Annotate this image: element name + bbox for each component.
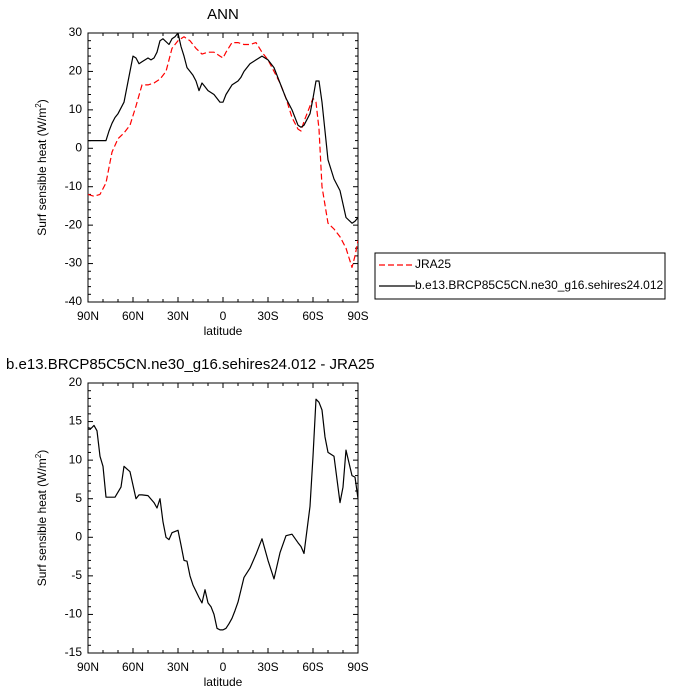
y-tick-label: -5: [71, 568, 82, 582]
y-axis-title: Surf sensible heat (W/m2): [34, 450, 49, 587]
x-tick-label: 30N: [167, 309, 189, 323]
x-tick-label: 60S: [302, 660, 323, 674]
x-tick-label: 90S: [347, 660, 368, 674]
legend-label-1: JRA25: [415, 257, 451, 271]
y-tick-label: 10: [69, 452, 83, 466]
y-tick-label: -15: [65, 645, 83, 659]
x-tick-label: 60N: [122, 660, 144, 674]
legend-label-2: b.e13.BRCP85C5CN.ne30_g16.sehires24.012: [415, 278, 663, 292]
y-tick-label: 20: [69, 64, 83, 78]
series-line-1: [88, 398, 358, 631]
x-tick-label: 90S: [347, 309, 368, 323]
legend: JRA25 b.e13.BRCP85C5CN.ne30_g16.sehires24…: [374, 252, 666, 300]
x-tick-label: 90N: [77, 309, 99, 323]
series-line-1: [88, 36, 358, 268]
y-axis-title: Surf sensible heat (W/m2): [34, 99, 49, 236]
y-tick-label: 5: [75, 491, 82, 505]
plot-frame: [87, 32, 359, 303]
y-axis-title-sup: 2: [34, 453, 43, 458]
y-tick-label: 15: [69, 414, 83, 428]
y-tick-label: 30: [69, 25, 83, 39]
x-tick-label: 0: [220, 309, 227, 323]
chart-title: ANN: [207, 6, 239, 23]
y-axis-title-end: ): [35, 99, 49, 103]
series-line-2: [88, 33, 358, 224]
legend-box: [374, 252, 666, 300]
y-axis-title-sup: 2: [34, 103, 43, 108]
x-tick-label: 60N: [122, 309, 144, 323]
chart-title: b.e13.BRCP85C5CN.ne30_g16.sehires24.012 …: [6, 356, 375, 373]
x-tick-label: 90N: [77, 660, 99, 674]
y-tick-label: 0: [75, 140, 82, 154]
x-axis-title: latitude: [204, 675, 243, 689]
y-axis-title-end: ): [35, 450, 49, 454]
y-axis-title-main: Surf sensible heat (W/m: [35, 458, 49, 586]
x-tick-label: 30N: [167, 660, 189, 674]
y-tick-label: -20: [65, 217, 83, 231]
x-axis-title: latitude: [204, 324, 243, 338]
bottom-panel: b.e13.BRCP85C5CN.ne30_g16.sehires24.012 …: [6, 356, 375, 689]
plot-frame: [87, 382, 359, 654]
y-tick-label: -30: [65, 256, 83, 270]
y-tick-label: 10: [69, 102, 83, 116]
x-tick-label: 30S: [257, 660, 278, 674]
y-tick-label: -10: [65, 179, 83, 193]
y-tick-label: -10: [65, 607, 83, 621]
y-tick-label: 0: [75, 529, 82, 543]
y-tick-label: -40: [65, 294, 83, 308]
y-tick-label: 20: [69, 375, 83, 389]
x-tick-label: 0: [220, 660, 227, 674]
x-tick-label: 60S: [302, 309, 323, 323]
x-tick-label: 30S: [257, 309, 278, 323]
y-axis-title-main: Surf sensible heat (W/m: [35, 108, 49, 236]
